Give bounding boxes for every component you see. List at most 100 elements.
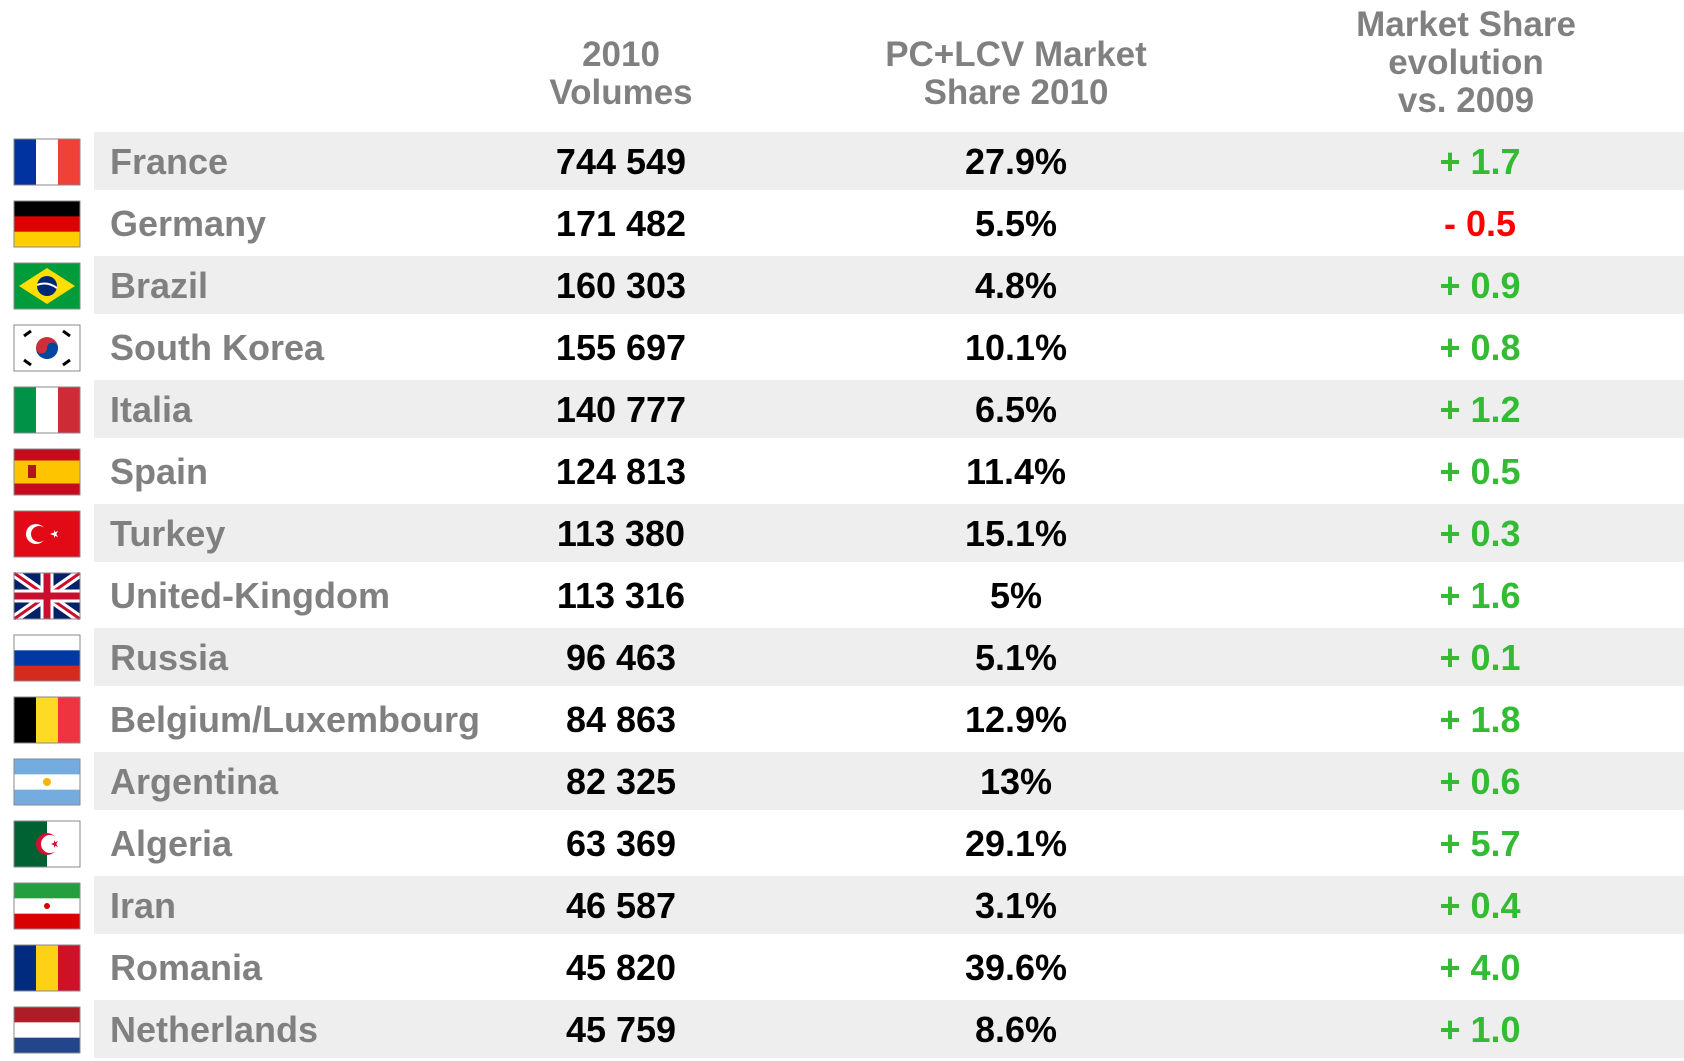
flag <box>13 882 81 930</box>
flag-shape <box>14 789 80 806</box>
flag-shape <box>14 945 37 991</box>
flag-shape <box>37 276 57 296</box>
flag-shape <box>13 138 81 186</box>
flag-shape <box>13 634 81 682</box>
header-line: Volumes <box>549 73 693 112</box>
flag-shape <box>14 387 37 433</box>
flag-shape <box>14 573 80 619</box>
row-band <box>94 256 1684 314</box>
flag-shape <box>13 510 81 558</box>
volume: 96 463 <box>565 637 677 678</box>
flag-shape <box>28 465 36 478</box>
row-band <box>94 380 1684 438</box>
country-name: South Korea <box>110 327 325 368</box>
market-share: 15.1% <box>964 513 1068 554</box>
country-name: Netherlands <box>110 1009 319 1050</box>
flag <box>13 1006 81 1054</box>
share-evolution: + 0.6 <box>1439 761 1521 802</box>
header-line: 2010 <box>582 35 660 74</box>
volume: 46 587 <box>565 885 677 926</box>
flag-shape <box>14 449 80 461</box>
country-name: Turkey <box>110 513 226 554</box>
flag-shape <box>14 883 80 899</box>
flag <box>13 572 81 620</box>
flag-shape <box>13 324 81 372</box>
row-band <box>94 1000 1684 1058</box>
flag-shape <box>13 138 81 186</box>
flag-shape <box>13 572 81 620</box>
market-share: 13% <box>979 761 1053 802</box>
volume: 63 369 <box>565 823 677 864</box>
market-share: 6.5% <box>974 389 1058 430</box>
flag-shape <box>13 386 81 434</box>
flag-shape <box>51 840 58 848</box>
volume: 113 316 <box>556 575 686 616</box>
flag-shape <box>36 945 59 991</box>
flag-shape <box>14 913 80 930</box>
table-row: Iran 46 587 3.1% + 0.4 <box>0 875 1684 937</box>
flag-shape <box>43 778 51 786</box>
flag-shape <box>23 329 71 367</box>
share-evolution: + 1.0 <box>1439 1009 1521 1050</box>
flag <box>13 944 81 992</box>
share-evolution: + 0.9 <box>1439 265 1521 306</box>
flag-shape <box>13 386 81 434</box>
flag-shape <box>13 820 81 868</box>
market-share: 11.4% <box>965 451 1067 492</box>
column-header: PC+LCV Market Share 2010 <box>836 36 1196 112</box>
flag <box>13 386 81 434</box>
row-band <box>94 628 1684 686</box>
flag-shape <box>14 1037 80 1054</box>
column-header: 2010 Volumes <box>441 36 801 112</box>
market-share: 27.9% <box>964 141 1068 182</box>
flag <box>13 820 81 868</box>
flag-shape <box>14 650 80 667</box>
volume: 155 697 <box>555 327 687 368</box>
flag-shape <box>14 216 80 233</box>
volume: 82 325 <box>565 761 677 802</box>
table-row: Romania 45 820 39.6% + 4.0 <box>0 937 1684 999</box>
flag <box>13 262 81 310</box>
flag-shape <box>14 1007 80 1023</box>
flag-shape <box>41 835 59 853</box>
flag-shape <box>14 665 80 682</box>
flag <box>13 510 81 558</box>
flag-shape <box>13 262 81 310</box>
flag-shape <box>62 329 71 338</box>
flag-shape <box>14 483 80 496</box>
flag-shape <box>14 759 80 775</box>
market-share: 10.1% <box>964 327 1068 368</box>
flag-shape <box>13 882 81 930</box>
volume: 113 380 <box>556 513 686 554</box>
flag-shape <box>58 387 81 433</box>
table-row: Spain 124 813 11.4% + 0.5 <box>0 441 1684 503</box>
flag-shape <box>36 697 59 743</box>
flag-shape <box>31 526 47 542</box>
volume: 84 863 <box>565 699 677 740</box>
flag-shape <box>14 460 80 484</box>
share-evolution: + 4.0 <box>1439 947 1521 988</box>
table-row: Argentina 82 325 13% + 0.6 <box>0 751 1684 813</box>
share-evolution: + 1.8 <box>1439 699 1521 740</box>
row-band <box>94 132 1684 190</box>
row-band <box>94 876 1684 934</box>
flag-shape <box>14 201 80 217</box>
flag-shape <box>13 448 81 496</box>
flag-shape <box>36 387 59 433</box>
flag-shape <box>13 882 81 930</box>
flag-shape <box>23 358 32 367</box>
flag-shape <box>14 635 80 651</box>
volume: 140 777 <box>555 389 687 430</box>
country-name: Brazil <box>110 265 209 306</box>
share-evolution: + 0.1 <box>1439 637 1521 678</box>
flag-shape <box>36 282 58 289</box>
country-name: Russia <box>110 637 229 678</box>
flag-shape <box>58 139 81 185</box>
share-evolution: + 1.6 <box>1439 575 1521 616</box>
share-evolution: + 0.8 <box>1439 327 1521 368</box>
flag-shape <box>13 758 81 806</box>
market-share: 39.6% <box>964 947 1068 988</box>
flag-shape <box>14 697 37 743</box>
country-name: Iran <box>110 885 177 926</box>
flag-shape <box>13 696 81 744</box>
